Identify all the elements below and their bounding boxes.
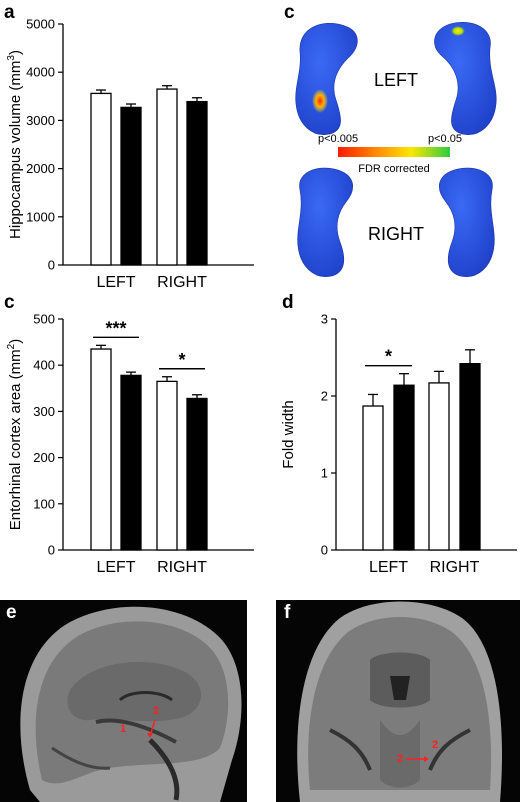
bar: [428, 382, 450, 551]
colorbar-max-label: p<0.05: [428, 133, 462, 145]
y-axis-label-close: ): [7, 339, 24, 344]
mri-sagittal-panel: e 1 2: [0, 600, 247, 802]
panel-letter-d: d: [282, 292, 294, 313]
surface-right-top: [434, 22, 497, 135]
category-label: RIGHT: [430, 559, 480, 576]
y-axis-label-superscript: 3: [6, 55, 17, 61]
mri-f-label-right: 2: [432, 739, 438, 751]
hippocampus-volume-chart: 0 1000 2000 3000 4000 5000 Hippocampus volume …: [6, 17, 254, 291]
colorbar-min-label: p<0.005: [318, 133, 358, 145]
y-tick-label: 2: [321, 389, 328, 404]
bar: [156, 380, 178, 551]
panel-letter-c: c: [4, 292, 15, 313]
y-tick-label: 100: [33, 496, 55, 511]
bar: [156, 88, 178, 266]
y-axis-label: Hippocampus volume (mm3): [6, 50, 24, 239]
category-label: LEFT: [369, 559, 408, 576]
surface-left-top: [295, 22, 358, 135]
surface-right-bottom: [439, 167, 495, 277]
bar: [90, 348, 112, 551]
y-tick-label: 0: [321, 543, 328, 558]
y-tick-label: 0: [48, 258, 55, 273]
y-tick-label: 1000: [26, 209, 55, 224]
panel-letter-f: f: [284, 602, 291, 623]
y-tick-label: 500: [33, 312, 55, 327]
fold-width-chart: 0 1 2 3 Fold width LEFT RIGHT *: [280, 312, 517, 576]
category-label: LEFT: [96, 274, 135, 291]
bar: [459, 363, 481, 551]
mri-coronal-panel: f 2 2: [276, 600, 520, 802]
mri-e-label-1: 1: [120, 723, 126, 735]
category-label: LEFT: [96, 559, 135, 576]
y-tick-label: 200: [33, 450, 55, 465]
y-axis-label-superscript: 2: [6, 343, 17, 349]
bar: [90, 92, 112, 266]
y-axis-label: Entorhinal cortex area (mm2): [6, 339, 24, 530]
bar: [393, 384, 415, 551]
y-axis-label-text: Entorhinal cortex area (mm: [7, 349, 24, 530]
y-axis-label-close: ): [7, 50, 24, 55]
y-tick-label: 5000: [26, 17, 55, 32]
bar: [120, 106, 142, 266]
category-label: RIGHT: [157, 559, 207, 576]
panel-letter-c-top: c: [284, 2, 295, 23]
surface-left-bottom: [297, 167, 353, 277]
y-axis-label: Fold width: [280, 400, 297, 468]
brain-label-right: RIGHT: [368, 224, 424, 244]
category-label: RIGHT: [157, 274, 207, 291]
y-tick-label: 0: [48, 543, 55, 558]
mri-f-label-left: 2: [397, 753, 403, 765]
y-tick-label: 400: [33, 358, 55, 373]
significance-label: *: [385, 347, 392, 367]
y-tick-label: 3000: [26, 113, 55, 128]
y-tick-label: 300: [33, 404, 55, 419]
y-tick-label: 1: [321, 466, 328, 481]
hippocampal-surface-panel: LEFT RIGHT p<0.005 p<0.05 FDR corrected: [295, 22, 497, 277]
colorbar: [338, 147, 450, 157]
bar: [186, 397, 208, 551]
activation-spot-right: [451, 26, 465, 36]
significance-label: ***: [105, 318, 126, 338]
mri-e-label-2: 2: [153, 705, 159, 717]
entorhinal-cortex-area-chart: 0 100 200 300 400 500 Entorhinal cortex area (…: [6, 312, 254, 576]
brain-label-left: LEFT: [374, 70, 418, 90]
y-axis-label-text: Hippocampus volume (mm: [7, 61, 24, 239]
bar: [120, 374, 142, 551]
significance-label: *: [178, 350, 185, 370]
activation-spot-left: [312, 89, 328, 113]
bar: [186, 100, 208, 266]
y-tick-label: 2000: [26, 161, 55, 176]
panel-letter-e: e: [6, 602, 17, 623]
y-tick-label: 4000: [26, 65, 55, 80]
y-axis-label-text: Fold width: [280, 400, 297, 468]
colorbar-caption: FDR corrected: [358, 163, 430, 175]
y-tick-label: 3: [321, 312, 328, 327]
panel-letter-a: a: [4, 2, 15, 23]
bar: [362, 405, 384, 551]
